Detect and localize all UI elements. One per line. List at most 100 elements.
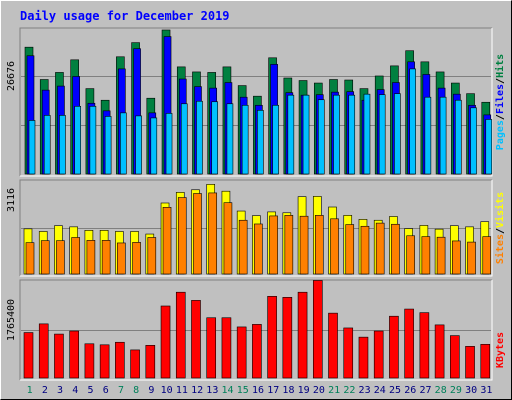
visits-panel-box-shadow xyxy=(19,179,492,276)
bar-pages-day-25 xyxy=(394,93,401,175)
legend-separator: / xyxy=(495,114,506,120)
x-tick-day-5: 5 xyxy=(88,385,94,396)
chart-title: Daily usage for December 2019 xyxy=(20,9,230,23)
bar-kbytes-day-18 xyxy=(282,297,293,379)
x-tick-day-26: 26 xyxy=(404,385,416,396)
x-tick-day-14: 14 xyxy=(222,385,234,396)
bar-pages-day-15 xyxy=(241,104,249,175)
bar-pages-day-12 xyxy=(196,100,203,175)
bar-pages-day-30 xyxy=(470,107,477,175)
bar-pages-day-18 xyxy=(287,94,295,175)
x-tick-day-15: 15 xyxy=(237,385,249,396)
bar-kbytes-day-15 xyxy=(236,326,247,379)
bar-pages-day-5 xyxy=(89,105,97,175)
x-tick-day-23: 23 xyxy=(359,385,371,396)
hits-panel-box-highlight xyxy=(20,28,493,177)
x-tick-day-21: 21 xyxy=(328,385,340,396)
bar-pages-day-20 xyxy=(317,99,325,175)
bar-kbytes-day-7 xyxy=(115,341,125,379)
bar-sites-day-23 xyxy=(360,225,370,275)
x-tick-day-6: 6 xyxy=(103,385,109,396)
legend-separator: / xyxy=(495,78,506,84)
bar-kbytes-day-14 xyxy=(221,317,232,379)
bar-sites-day-18 xyxy=(284,215,294,275)
bar-kbytes-day-25 xyxy=(389,315,399,379)
bar-kbytes-day-4 xyxy=(69,330,79,379)
bar-pages-day-1 xyxy=(28,120,36,175)
bar-sites-day-8 xyxy=(132,242,141,275)
x-tick-day-20: 20 xyxy=(313,385,325,396)
bar-pages-day-22 xyxy=(348,94,356,175)
bar-pages-day-8 xyxy=(135,115,142,175)
bar-sites-day-7 xyxy=(117,242,126,275)
visits-panel-y-tick-label: 3116 xyxy=(6,188,17,212)
x-tick-day-18: 18 xyxy=(282,385,294,396)
bar-sites-day-9 xyxy=(147,237,157,275)
bar-pages-day-31 xyxy=(485,119,493,175)
x-tick-day-1: 1 xyxy=(27,385,33,396)
bar-kbytes-day-17 xyxy=(267,295,277,379)
bar-pages-day-17 xyxy=(272,104,279,175)
legend-visits: Visits xyxy=(494,192,506,228)
x-tick-day-19: 19 xyxy=(298,385,310,396)
x-tick-day-27: 27 xyxy=(419,385,431,396)
bar-sites-day-30 xyxy=(467,241,476,275)
bar-pages-day-4 xyxy=(74,105,81,175)
bar-sites-day-11 xyxy=(177,197,187,275)
bar-sites-day-5 xyxy=(86,240,96,275)
bar-sites-day-14 xyxy=(223,202,233,275)
legend-separator: / xyxy=(495,228,506,234)
x-tick-day-24: 24 xyxy=(374,385,386,396)
bar-pages-day-28 xyxy=(439,96,447,175)
bar-sites-day-28 xyxy=(436,236,446,275)
bar-kbytes-day-29 xyxy=(450,335,460,379)
legend-sites: Sites xyxy=(494,234,506,264)
x-tick-day-13: 13 xyxy=(206,385,218,396)
bar-sites-day-10 xyxy=(162,207,172,275)
bar-sites-day-24 xyxy=(375,222,385,275)
bar-sites-day-1 xyxy=(25,242,35,275)
bar-pages-day-16 xyxy=(257,110,264,175)
bar-sites-day-29 xyxy=(452,240,461,275)
bar-pages-day-23 xyxy=(363,93,371,175)
kbytes-panel-box-shadow xyxy=(19,279,492,380)
legend-hits: Hits xyxy=(494,54,506,78)
x-tick-day-30: 30 xyxy=(465,385,477,396)
kbytes-panel-y-tick-label: 1765400 xyxy=(6,299,17,341)
x-tick-day-22: 22 xyxy=(343,385,355,396)
bar-pages-day-19 xyxy=(302,94,310,175)
bar-sites-day-22 xyxy=(345,224,355,275)
bar-kbytes-day-1 xyxy=(23,332,34,379)
bar-kbytes-day-28 xyxy=(434,324,445,379)
bar-kbytes-day-8 xyxy=(130,349,140,379)
bar-kbytes-day-11 xyxy=(175,291,186,379)
bar-sites-day-31 xyxy=(482,236,492,275)
bar-sites-day-17 xyxy=(269,215,278,275)
x-tick-day-10: 10 xyxy=(161,385,173,396)
x-tick-day-31: 31 xyxy=(480,385,492,396)
bar-kbytes-day-5 xyxy=(84,343,95,379)
bar-sites-day-13 xyxy=(208,192,218,275)
bar-pages-day-9 xyxy=(150,117,158,175)
bar-kbytes-day-6 xyxy=(99,344,110,379)
bar-pages-day-21 xyxy=(333,94,340,175)
bar-kbytes-day-24 xyxy=(373,330,384,379)
bar-sites-day-16 xyxy=(254,223,263,275)
bar-pages-day-2 xyxy=(43,115,51,175)
bar-sites-day-6 xyxy=(101,240,111,275)
x-tick-day-28: 28 xyxy=(435,385,447,396)
visits-panel-y-axis-legend: Sites/Visits xyxy=(494,192,506,264)
bar-kbytes-day-19 xyxy=(297,291,308,379)
bar-kbytes-day-2 xyxy=(38,323,49,379)
bar-sites-day-2 xyxy=(40,240,50,275)
bar-kbytes-day-23 xyxy=(358,336,369,379)
bar-kbytes-day-26 xyxy=(404,308,414,379)
x-tick-day-8: 8 xyxy=(133,385,139,396)
x-tick-day-29: 29 xyxy=(450,385,462,396)
bar-sites-day-19 xyxy=(299,215,309,275)
bar-kbytes-day-27 xyxy=(419,312,430,379)
kbytes-panel-y-axis-legend: KBytes xyxy=(495,332,506,368)
bar-sites-day-21 xyxy=(330,218,339,275)
